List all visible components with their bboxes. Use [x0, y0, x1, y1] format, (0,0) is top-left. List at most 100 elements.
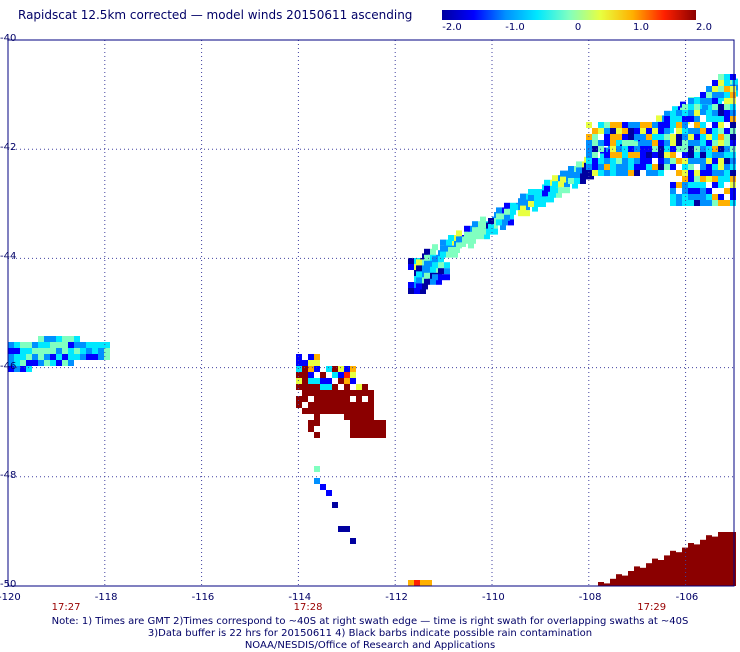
wind-cell	[528, 189, 534, 195]
wind-cell	[646, 170, 652, 176]
wind-cell	[44, 348, 50, 354]
wind-cell	[528, 195, 534, 201]
colorbar	[442, 10, 696, 20]
wind-cell	[634, 158, 640, 164]
wind-cell	[14, 342, 20, 348]
wind-cell	[604, 152, 610, 158]
wind-cell	[14, 360, 20, 366]
wind-cell	[512, 204, 518, 211]
wind-cell	[592, 158, 598, 164]
wind-cell	[320, 408, 326, 414]
wind-cell	[416, 265, 422, 272]
wind-cell	[320, 396, 326, 402]
wind-cell	[456, 236, 462, 243]
wind-cell	[14, 354, 20, 360]
wind-cell	[610, 128, 616, 134]
wind-cell	[718, 92, 724, 98]
wind-cell	[706, 194, 712, 200]
wind-cell	[314, 466, 320, 472]
wind-cell	[604, 134, 610, 140]
wind-cell	[368, 420, 374, 426]
rain-cell	[664, 555, 670, 586]
wind-cell	[332, 384, 338, 390]
wind-cell	[362, 384, 368, 390]
wind-cell	[576, 167, 582, 174]
wind-cell	[700, 122, 706, 128]
wind-cell	[302, 372, 308, 378]
wind-cell	[338, 402, 344, 408]
wind-cell	[314, 432, 320, 438]
wind-cell	[700, 164, 706, 170]
wind-cell	[592, 164, 598, 170]
wind-cell	[438, 262, 444, 269]
wind-cell	[640, 146, 646, 152]
wind-cell	[420, 288, 426, 294]
wind-cell	[356, 420, 362, 426]
wind-cell	[712, 200, 718, 206]
wind-cell	[668, 127, 674, 134]
wind-cell	[672, 106, 678, 113]
wind-cell	[610, 152, 616, 158]
wind-cell	[646, 152, 652, 158]
wind-cell	[658, 134, 664, 140]
wind-cell	[296, 366, 302, 372]
wind-cell	[634, 152, 640, 158]
wind-cell	[524, 204, 530, 211]
wind-cell	[700, 200, 706, 206]
wind-cell	[688, 98, 694, 104]
wind-cell	[700, 98, 706, 104]
wind-cell	[536, 190, 542, 197]
wind-cell	[98, 354, 104, 360]
wind-cell	[8, 342, 14, 348]
wind-cell	[62, 342, 68, 348]
wind-cell	[104, 354, 110, 360]
wind-cell	[296, 402, 302, 408]
wind-cell	[670, 194, 676, 200]
wind-cell	[26, 354, 32, 360]
wind-cell	[670, 134, 676, 140]
wind-cell	[670, 164, 676, 170]
rain-cell	[622, 575, 628, 586]
wind-cell	[74, 342, 80, 348]
wind-cell	[730, 128, 736, 134]
wind-cell	[356, 432, 362, 438]
wind-cell	[308, 402, 314, 408]
wind-cell	[20, 366, 26, 372]
wind-cell	[326, 402, 332, 408]
lon-tick-label: -120	[0, 592, 21, 603]
wind-cell	[676, 122, 682, 128]
wind-cell	[730, 182, 736, 188]
wind-cell	[682, 158, 688, 164]
wind-cell	[320, 484, 326, 490]
wind-cell	[296, 384, 302, 390]
wind-cell	[32, 348, 38, 354]
wind-cell	[564, 187, 570, 194]
wind-cell	[408, 580, 414, 586]
lat-tick-label: -42	[0, 142, 17, 154]
wind-cell	[730, 158, 736, 164]
wind-cell	[50, 336, 56, 342]
wind-cell	[368, 426, 374, 432]
wind-cell	[706, 170, 712, 176]
wind-cell	[664, 122, 670, 128]
wind-cell	[368, 402, 374, 408]
wind-cell	[484, 233, 490, 240]
wind-cell	[422, 283, 428, 290]
wind-cell	[616, 146, 622, 152]
wind-cell	[338, 372, 344, 378]
wind-cell	[344, 414, 350, 420]
wind-cell	[730, 86, 736, 92]
wind-cell	[712, 104, 718, 110]
wind-cell	[356, 408, 362, 414]
wind-cell	[446, 251, 452, 258]
wind-cell	[344, 408, 350, 414]
wind-cell	[472, 221, 478, 228]
wind-cell	[600, 153, 606, 160]
wind-cell	[718, 182, 724, 188]
rain-cell	[712, 536, 718, 586]
wind-cell	[68, 360, 74, 366]
wind-cell	[302, 408, 308, 414]
wind-cell	[706, 152, 712, 158]
wind-cell	[362, 414, 368, 420]
wind-cell	[50, 354, 56, 360]
